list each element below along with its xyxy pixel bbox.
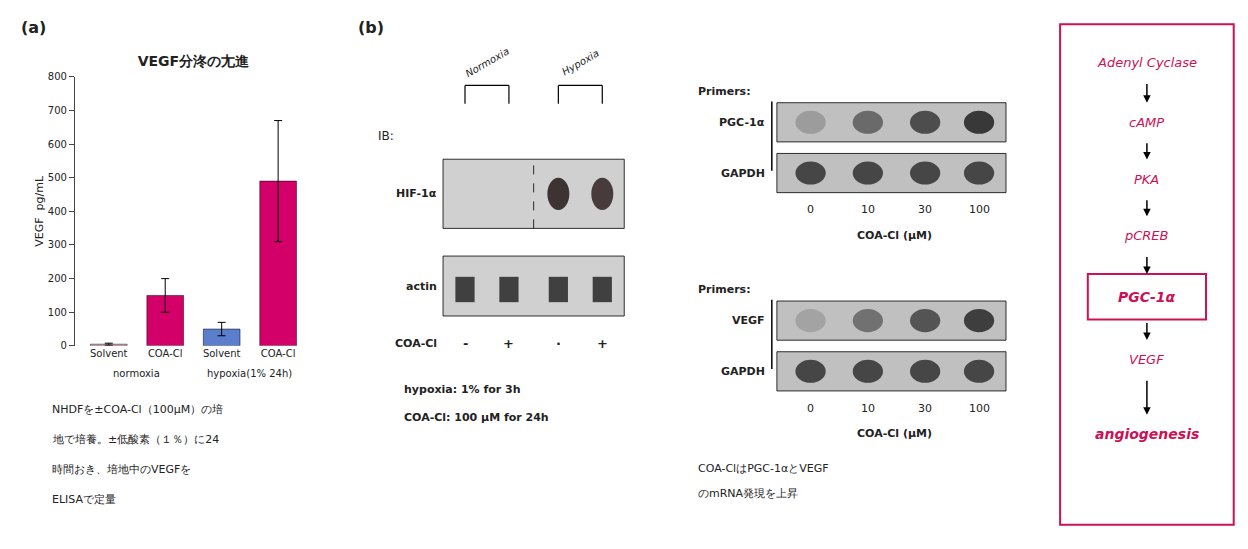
svg-text:-: - [463, 336, 468, 351]
svg-text:Solvent: Solvent [203, 348, 241, 359]
svg-text:100: 100 [48, 307, 67, 318]
svg-text:GAPDH: GAPDH [721, 365, 765, 378]
svg-text:HIF-1α: HIF-1α [396, 187, 437, 200]
svg-text:30: 30 [918, 203, 932, 216]
svg-text:NHDFを±COA-Cl（100μM）の培: NHDFを±COA-Cl（100μM）の培 [52, 403, 223, 416]
svg-text:30: 30 [918, 402, 932, 415]
svg-text:COA-Cl: COA-Cl [261, 348, 296, 359]
svg-text:のmRNA発現を上昇: のmRNA発現を上昇 [698, 487, 798, 500]
svg-text:COA-Cl: 100 μM for 24h: COA-Cl: 100 μM for 24h [404, 411, 549, 424]
svg-text:COA-Cl (μM): COA-Cl (μM) [857, 229, 932, 242]
svg-text:300: 300 [48, 239, 67, 250]
svg-text:COA-Cl: COA-Cl [395, 337, 437, 350]
svg-text:pCREB: pCREB [1124, 228, 1169, 243]
svg-text:Normoxia: Normoxia [464, 46, 511, 80]
svg-text:200: 200 [48, 273, 67, 284]
svg-text:0: 0 [807, 203, 814, 216]
svg-text:Adenyl Cyclase: Adenyl Cyclase [1097, 55, 1197, 70]
svg-text:500: 500 [48, 172, 67, 183]
svg-text:IB:: IB: [378, 129, 394, 143]
svg-text:100: 100 [969, 402, 990, 415]
svg-text:angiogenesis: angiogenesis [1095, 426, 1199, 442]
svg-text:Primers:: Primers: [698, 85, 751, 98]
svg-text:600: 600 [48, 139, 67, 150]
svg-text:+: + [597, 336, 608, 351]
svg-text:VEGF: VEGF [1129, 352, 1164, 367]
svg-text:Solvent: Solvent [90, 348, 128, 359]
svg-text:ELISAで定量: ELISAで定量 [52, 493, 116, 506]
svg-text:800: 800 [48, 71, 67, 82]
svg-text:地で培養。±低酸素（１％）に24: 地で培養。±低酸素（１％）に24 [52, 433, 219, 446]
svg-text:100: 100 [969, 203, 990, 216]
svg-text:actin: actin [406, 280, 437, 293]
svg-text:VEGF分泈の尢進: VEGF分泈の尢進 [138, 53, 250, 69]
svg-text:PKA: PKA [1134, 172, 1159, 187]
svg-text:+: + [503, 336, 514, 351]
svg-text:hypoxia: 1% for 3h: hypoxia: 1% for 3h [404, 383, 521, 396]
svg-text:0: 0 [61, 340, 67, 351]
svg-text:PGC-1α: PGC-1α [719, 116, 765, 129]
svg-text:COA-ClはPGC-1αとVEGF: COA-ClはPGC-1αとVEGF [698, 462, 829, 475]
svg-text:normoxia: normoxia [113, 368, 160, 379]
svg-text:Hypoxia: Hypoxia [560, 48, 601, 78]
svg-text:10: 10 [861, 402, 875, 415]
svg-text:PGC-1α: PGC-1α [1118, 289, 1176, 305]
svg-text:VEGF pg/mL: VEGF pg/mL [33, 175, 46, 247]
svg-text:時間おき、培地中のVEGFを: 時間おき、培地中のVEGFを [52, 463, 191, 476]
svg-text:hypoxia(1% 24h): hypoxia(1% 24h) [207, 368, 292, 379]
svg-text:VEGF: VEGF [732, 314, 765, 327]
svg-text:10: 10 [861, 203, 875, 216]
svg-text:400: 400 [48, 206, 67, 217]
svg-text:700: 700 [48, 105, 67, 116]
svg-text:·: · [556, 336, 561, 351]
svg-text:COA-Cl: COA-Cl [148, 348, 183, 359]
svg-text:0: 0 [807, 402, 814, 415]
svg-text:COA-Cl (μM): COA-Cl (μM) [857, 427, 932, 440]
svg-text:(b): (b) [358, 18, 384, 37]
svg-text:cAMP: cAMP [1129, 115, 1164, 130]
svg-text:GAPDH: GAPDH [721, 167, 765, 180]
svg-text:(a): (a) [21, 18, 46, 37]
svg-text:Primers:: Primers: [698, 283, 751, 296]
